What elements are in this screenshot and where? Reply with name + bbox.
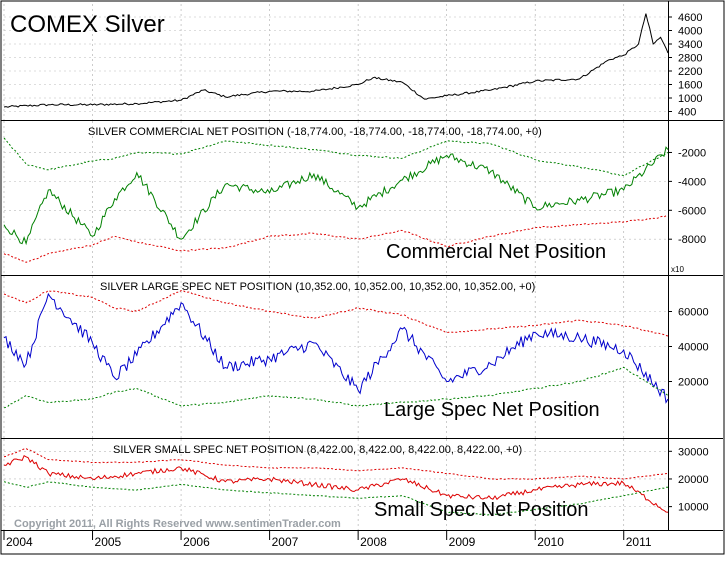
series-line-2-0 <box>3 292 669 404</box>
year-tick-label: 2004 <box>6 535 33 549</box>
year-tick-label: 2005 <box>95 535 122 549</box>
small-spec-annotation: Small Spec Net Position <box>374 499 589 521</box>
year-tick-label: 2008 <box>360 535 387 549</box>
value-tick-label: 2200 <box>678 66 702 78</box>
year-tick-label: 2007 <box>272 535 299 549</box>
value-tick-label: 10000 <box>678 502 709 514</box>
value-tick-label: 30000 <box>678 446 709 458</box>
series-line-3-0 <box>3 454 669 513</box>
large-spec-annotation: Large Spec Net Position <box>384 399 600 421</box>
series-line-2-2 <box>3 366 669 409</box>
copyright-text: Copyright 2011, All Rights Reserved www.… <box>14 518 341 530</box>
series-line-1-2 <box>3 215 669 263</box>
value-tick-label: -2000 <box>678 147 706 159</box>
value-tick-label: 4000 <box>678 26 702 38</box>
value-tick-label: 40000 <box>678 342 709 354</box>
year-tick-label: 2010 <box>537 535 564 549</box>
value-tick-label: -6000 <box>678 205 706 217</box>
value-tick-label: -4000 <box>678 176 706 188</box>
tick-labels: 2004 2005 2006 2007 2008 2009 2010 201140010001… <box>3 12 709 549</box>
large-spec-panel-title: SILVER LARGE SPEC NET POSITION (10,352.0… <box>100 281 535 293</box>
series-lines <box>3 13 669 516</box>
value-tick-label: 20000 <box>678 377 709 389</box>
commercial-panel-title: SILVER COMMERCIAL NET POSITION (-18,774.… <box>88 126 542 138</box>
year-tick-label: 2011 <box>626 535 652 549</box>
value-tick-label: 4600 <box>678 12 702 24</box>
multiplier-label: x10 <box>671 265 684 274</box>
series-line-3-2 <box>3 481 668 516</box>
series-line-1-0 <box>3 146 669 246</box>
value-tick-label: 2800 <box>678 53 702 65</box>
series-line-2-1 <box>3 289 669 337</box>
series-line-1-1 <box>3 137 669 177</box>
series-line-3-1 <box>3 447 669 480</box>
value-tick-label: 60000 <box>678 307 709 319</box>
year-tick-label: 2009 <box>449 535 476 549</box>
series-line-0-0 <box>3 13 669 108</box>
commercial-annotation: Commercial Net Position <box>386 241 606 263</box>
value-tick-label: 3400 <box>678 39 702 51</box>
value-tick-label: -8000 <box>678 234 706 246</box>
value-tick-label: 400 <box>678 107 696 119</box>
value-tick-label: 1000 <box>678 93 702 105</box>
small-spec-panel-title: SILVER SMALL SPEC NET POSITION (8,422.00… <box>113 444 522 456</box>
year-tick-label: 2006 <box>183 535 210 549</box>
value-tick-label: 1600 <box>678 80 702 92</box>
chart-title: COMEX Silver <box>10 11 165 38</box>
value-tick-label: 20000 <box>678 474 709 486</box>
